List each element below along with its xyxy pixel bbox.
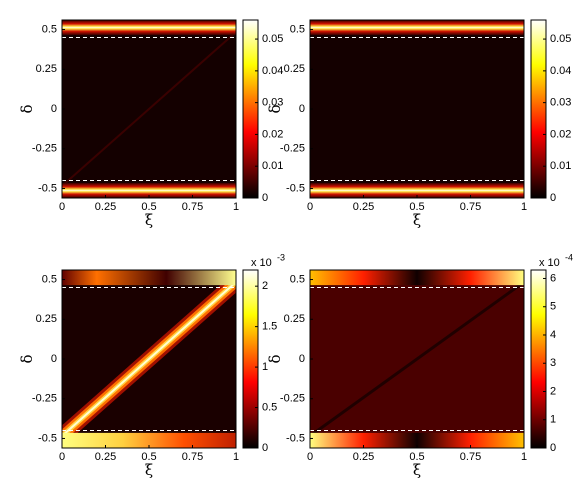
y-tick-label: 0.5 [42,273,57,285]
heatmap [310,270,524,448]
y-tick-label: 0.25 [284,63,305,75]
colorbar-tick-label: 0.04 [262,65,283,77]
x-tick-label: 0 [59,451,65,463]
heatmap-band [62,20,236,36]
colorbar-tick-label: 2 [550,385,556,397]
x-axis-label: ξ [413,461,421,479]
colorbar-tick-label: 6 [550,272,556,284]
colorbar-tick-label: 0.03 [262,97,283,109]
colorbar-tick-label: 0.02 [550,128,571,140]
colorbar-tick-label: 0.01 [262,160,283,172]
x-tick-label: 0.25 [95,201,116,213]
x-axis-label: ξ [145,211,153,229]
y-tick-label: 0.25 [36,313,57,325]
colorbar-tick-label: 0 [550,192,556,204]
y-tick-label: 0.25 [284,313,305,325]
colorbar-exponent: -4 [565,252,573,262]
colorbar-tick-label: 0.05 [262,33,283,45]
x-tick-label: 0 [307,201,313,213]
heatmap [62,20,236,198]
x-tick-label: 0.75 [460,201,481,213]
heatmap-band [62,432,236,448]
colorbar-tick-label: 0 [550,442,556,454]
heatmap [62,270,236,448]
heatmap-band [62,182,236,198]
colorbar-tick-label: 0 [262,442,268,454]
y-axis-label: δ [266,354,284,363]
x-tick-label: 0.25 [95,451,116,463]
colorbar [530,269,547,449]
x-tick-label: 1 [521,451,527,463]
heatmap-ridge [62,31,236,187]
x-tick-label: 0.75 [182,451,203,463]
y-tick-label: 0.25 [36,63,57,75]
y-tick-label: -0.5 [38,182,57,194]
y-axis-label: δ [266,104,284,113]
colorbar [530,19,547,199]
x-tick-label: 1 [233,451,239,463]
y-tick-label: 0 [51,103,57,115]
x-tick-label: 0 [59,201,65,213]
colorbar-tick-label: 0.5 [262,401,277,413]
y-tick-label: 0.5 [42,23,57,35]
colorbar-tick-label: 1.5 [262,321,277,333]
y-tick-label: 0.5 [290,23,305,35]
y-tick-label: -0.25 [280,143,305,155]
y-tick-label: 0 [51,353,57,365]
colorbar-tick-label: 0.01 [550,160,571,172]
y-axis-label: δ [18,104,36,113]
colorbar-tick-label: 0.03 [550,97,571,109]
x-axis-label: ξ [145,461,153,479]
x-tick-label: 1 [233,201,239,213]
y-tick-label: 0 [299,353,305,365]
y-tick-label: -0.25 [32,143,57,155]
x-tick-label: 1 [521,201,527,213]
heatmap-ridge [310,280,524,438]
heatmap-band [62,270,236,286]
y-tick-label: -0.5 [38,432,57,444]
colorbar [242,19,259,199]
x-tick-label: 0.5 [141,451,156,463]
x-tick-label: 0 [307,451,313,463]
x-axis-label: ξ [413,211,421,229]
colorbar-tick-label: 5 [550,301,556,313]
heatmap-band [310,432,524,448]
x-tick-label: 0.75 [460,451,481,463]
x-tick-label: 0.25 [353,451,374,463]
y-tick-label: -0.5 [286,182,305,194]
y-tick-label: -0.25 [280,393,305,405]
y-tick-label: -0.25 [32,393,57,405]
x-tick-label: 0.75 [182,201,203,213]
colorbar-tick-label: 1 [550,414,556,426]
x-tick-label: 0.25 [353,201,374,213]
x-tick-label: 0.5 [409,201,424,213]
heatmap-band [310,270,524,286]
colorbar-tick-label: 4 [550,329,556,341]
heatmap-band [310,20,524,36]
colorbar-tick-label: 2 [262,280,268,292]
colorbar-tick-label: 1 [262,361,268,373]
heatmap-ridge [62,281,236,437]
heatmap [310,20,524,198]
colorbar-tick-label: 3 [550,357,556,369]
x-tick-label: 0.5 [141,201,156,213]
colorbar-exponent: -3 [277,252,285,262]
colorbar-scale: x 10 [539,257,560,269]
heatmap-band [310,182,524,198]
colorbar-tick-label: 0 [262,192,268,204]
y-axis-label: δ [18,354,36,363]
y-tick-label: -0.5 [286,432,305,444]
y-tick-label: 0.5 [290,273,305,285]
colorbar-tick-label: 0.02 [262,128,283,140]
colorbar [242,269,259,449]
colorbar-scale: x 10 [251,257,272,269]
colorbar-tick-label: 0.04 [550,65,571,77]
colorbar-tick-label: 0.05 [550,33,571,45]
heatmap-background [310,20,524,198]
y-tick-label: 0 [299,103,305,115]
x-tick-label: 0.5 [409,451,424,463]
